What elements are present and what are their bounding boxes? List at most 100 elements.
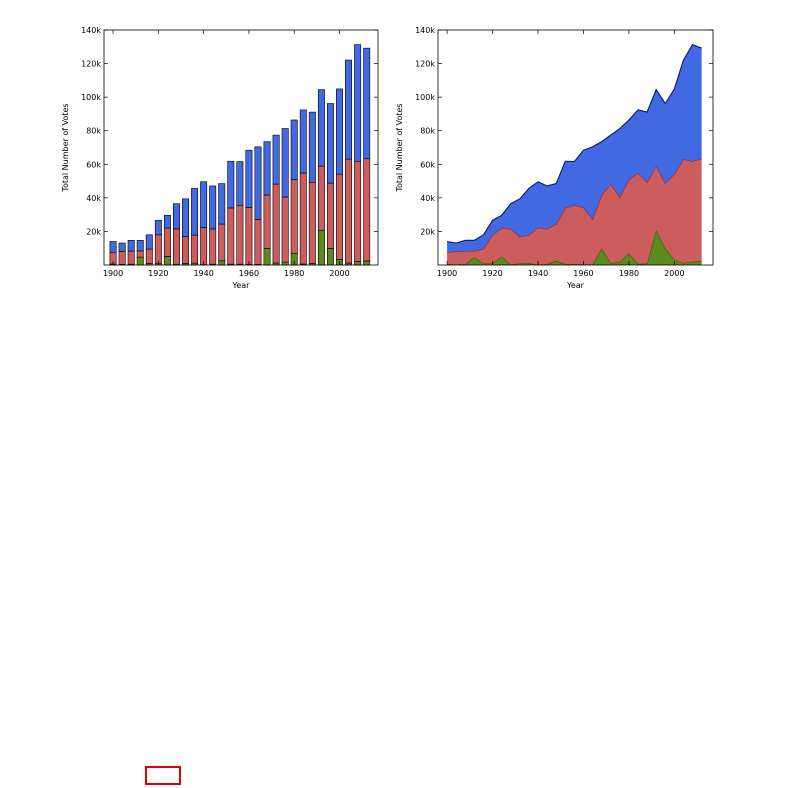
area-edge-3 xyxy=(446,43,702,244)
bar-series3-2004 xyxy=(345,59,353,160)
bar-series1-1992 xyxy=(317,229,325,266)
bar-series2-1968 xyxy=(263,194,271,249)
bar-series3-1980 xyxy=(290,119,298,180)
bar-series3-1900 xyxy=(109,241,117,253)
bar-series1-2008 xyxy=(354,261,362,266)
x-tick-label: 1960 xyxy=(239,269,259,278)
bar-series3-1908 xyxy=(127,240,135,252)
bar-series2-1928 xyxy=(172,228,180,265)
x-tick-label: 1920 xyxy=(482,269,502,278)
y-tick-label: 100k xyxy=(81,93,101,102)
bar-series3-1924 xyxy=(163,215,171,229)
area-series-2 xyxy=(447,158,702,265)
y-tick-label: 60k xyxy=(420,160,435,169)
plot-frame xyxy=(437,29,714,266)
area-series-1 xyxy=(447,230,702,265)
bar-series1-1924 xyxy=(163,256,171,266)
bar-series1-2012 xyxy=(363,260,371,266)
y-tick-label: 80k xyxy=(420,127,435,136)
y-tick-label: 20k xyxy=(86,227,101,236)
y-tick-label: 140k xyxy=(81,26,101,35)
x-tick-label: 1900 xyxy=(437,269,457,278)
bar-series2-1904 xyxy=(118,251,126,265)
bar-series2-1932 xyxy=(182,236,189,264)
bar-series2-2012 xyxy=(363,158,371,262)
x-tick-label: 2000 xyxy=(329,269,349,278)
bar-series3-1996 xyxy=(326,103,334,184)
y-tick-label: 60k xyxy=(86,160,101,169)
bar-series2-1964 xyxy=(254,219,262,265)
bar-series2-1952 xyxy=(227,207,235,265)
bar-series3-1904 xyxy=(118,242,126,252)
bar-series3-1960 xyxy=(245,149,253,208)
x-tick-label: 1980 xyxy=(619,269,639,278)
bar-series2-1980 xyxy=(290,179,298,254)
bar-series2-1972 xyxy=(272,183,280,264)
x-axis-title: Year xyxy=(232,281,251,290)
bar-series3-1972 xyxy=(272,134,280,185)
bar-series3-1948 xyxy=(218,183,226,225)
y-tick-label: 120k xyxy=(81,60,101,69)
y-tick-label: 40k xyxy=(420,194,435,203)
bar-series2-1912 xyxy=(136,250,144,258)
bar-series1-1912 xyxy=(136,256,144,266)
bar-series2-1956 xyxy=(236,204,244,265)
bar-series2-2000 xyxy=(336,173,343,260)
bar-series3-1936 xyxy=(191,188,199,236)
bar-series2-2004 xyxy=(345,158,353,264)
bar-series2-1920 xyxy=(154,234,162,264)
bar-series3-1992 xyxy=(317,89,325,167)
x-tick-label: 1980 xyxy=(284,269,304,278)
bar-series2-1924 xyxy=(163,227,171,257)
x-tick-label: 2000 xyxy=(664,269,684,278)
bar-series2-1996 xyxy=(326,182,334,249)
bar-series2-1944 xyxy=(209,228,217,265)
chart-panel-1: 1900 1920 1940 1960 1980 2000 20k 40k 60k 80k 100k… xyxy=(61,26,379,290)
bar-series3-1984 xyxy=(299,109,307,174)
bar-series3-1956 xyxy=(236,161,244,206)
x-tick-label: 1900 xyxy=(103,269,123,278)
bar-series3-1952 xyxy=(227,160,235,209)
bar-series1-1968 xyxy=(263,248,271,266)
area-series-3 xyxy=(447,44,702,253)
bar-series2-1916 xyxy=(145,248,153,264)
x-tick-label: 1940 xyxy=(528,269,548,278)
bar-series2-1936 xyxy=(191,234,199,264)
bar-series3-2012 xyxy=(363,47,371,160)
x-tick-label: 1960 xyxy=(573,269,593,278)
bar-series2-1988 xyxy=(308,181,316,264)
bar-series3-1920 xyxy=(154,220,162,236)
bar-series1-1996 xyxy=(326,248,334,266)
bar-series2-2008 xyxy=(354,160,362,262)
y-axis-title: Total Number of Votes xyxy=(61,103,70,192)
bar-series2-1908 xyxy=(127,250,135,265)
bar-series3-1928 xyxy=(172,203,180,230)
y-tick-label: 20k xyxy=(420,227,435,236)
bar-series3-1916 xyxy=(145,234,153,250)
y-tick-label: 100k xyxy=(415,93,435,102)
bar-series1-1948 xyxy=(218,260,226,266)
bar-series3-1912 xyxy=(136,240,144,252)
bar-series2-1984 xyxy=(299,172,307,265)
bar-series3-2000 xyxy=(336,88,343,175)
bar-series3-1968 xyxy=(263,141,271,196)
y-tick-label: 40k xyxy=(86,194,101,203)
bar-series2-1948 xyxy=(218,223,226,262)
bar-series3-2008 xyxy=(354,44,362,162)
y-tick-label: 140k xyxy=(415,26,435,35)
chart-panel-2: 1900 1920 1940 1960 1980 2000 20k 40k 60k 80k 100k… xyxy=(395,26,714,290)
x-tick-label: 1940 xyxy=(193,269,213,278)
bar-series3-1976 xyxy=(281,128,289,198)
y-axis-title: Total Number of Votes xyxy=(395,103,404,192)
bar-series3-1964 xyxy=(254,146,262,220)
plot-frame xyxy=(103,29,379,266)
bar-series2-1976 xyxy=(281,196,289,263)
bar-series2-1992 xyxy=(317,165,325,231)
bar-series3-1940 xyxy=(200,181,208,228)
highlight-box xyxy=(145,766,181,785)
bar-series3-1944 xyxy=(209,185,217,230)
bar-series2-1940 xyxy=(200,227,208,265)
bar-series1-1976 xyxy=(281,261,289,266)
x-tick-label: 1920 xyxy=(148,269,168,278)
